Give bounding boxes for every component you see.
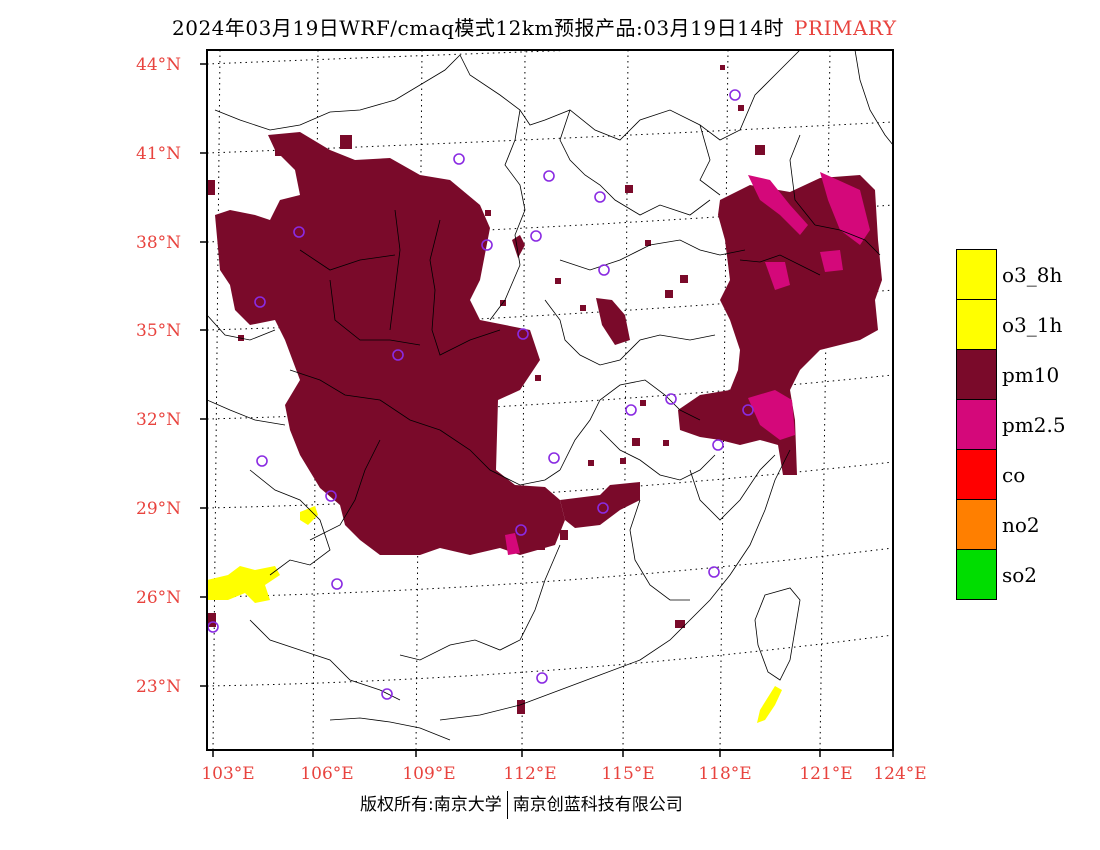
legend-label-so2: so2 xyxy=(1002,563,1038,587)
title-text: 2024年03月19日WRF/cmaq模式12km预报产品:03月19日14时 xyxy=(172,16,785,40)
legend-label-co: co xyxy=(1002,463,1026,487)
lat-label-23n: 23°N xyxy=(136,677,182,697)
legend-swatch-pm10 xyxy=(956,349,997,400)
legend-swatch-o3-1h xyxy=(956,299,997,350)
station-markers xyxy=(207,89,754,700)
footer-divider xyxy=(506,791,508,819)
lat-label-26n: 26°N xyxy=(136,588,182,608)
legend-label-pm10: pm10 xyxy=(1002,363,1060,387)
lon-label-115e: 115°E xyxy=(601,764,655,784)
legend-swatch-so2 xyxy=(956,549,997,600)
o3-area xyxy=(207,506,782,723)
lon-label-118e: 118°E xyxy=(698,764,752,784)
legend-label-no2: no2 xyxy=(1002,513,1040,537)
legend-swatch-co xyxy=(956,449,997,500)
lat-label-35n: 35°N xyxy=(136,321,182,341)
lon-label-112e: 112°E xyxy=(503,764,557,784)
lat-label-32n: 32°N xyxy=(136,410,182,430)
lat-label-41n: 41°N xyxy=(136,144,182,164)
legend-swatch-o3-8h xyxy=(956,249,997,300)
copyright-right: 南京创蓝科技有限公司 xyxy=(512,795,683,815)
legend-swatch-pm25 xyxy=(956,399,997,450)
lat-label-38n: 38°N xyxy=(136,233,182,253)
title-primary-tag: PRIMARY xyxy=(794,16,897,40)
legend-swatch-no2 xyxy=(956,499,997,550)
copyright-footer: 版权所有:南京大学 南京创蓝科技有限公司 xyxy=(360,790,683,819)
legend-label-o3-8h: o3_8h xyxy=(1002,263,1063,287)
tick-marks xyxy=(200,63,894,757)
legend-label-o3-1h: o3_1h xyxy=(1002,313,1063,337)
copyright-left: 版权所有:南京大学 xyxy=(360,795,502,815)
map-frame xyxy=(206,49,894,751)
lon-label-106e: 106°E xyxy=(300,764,354,784)
pm10-area xyxy=(207,132,882,555)
lon-label-109e: 109°E xyxy=(402,764,456,784)
map-title: 2024年03月19日WRF/cmaq模式12km预报产品:03月19日14时 P… xyxy=(172,12,897,41)
lat-label-29n: 29°N xyxy=(136,499,182,519)
pm10-scatter xyxy=(208,65,765,714)
lon-label-124e: 124°E xyxy=(873,764,927,784)
boundaries xyxy=(207,50,893,741)
pm25-area xyxy=(505,172,870,555)
lon-label-103e: 103°E xyxy=(201,764,255,784)
legend-label-pm25: pm2.5 xyxy=(1002,413,1066,437)
lon-label-121e: 121°E xyxy=(799,764,853,784)
lat-label-44n: 44°N xyxy=(136,55,182,75)
